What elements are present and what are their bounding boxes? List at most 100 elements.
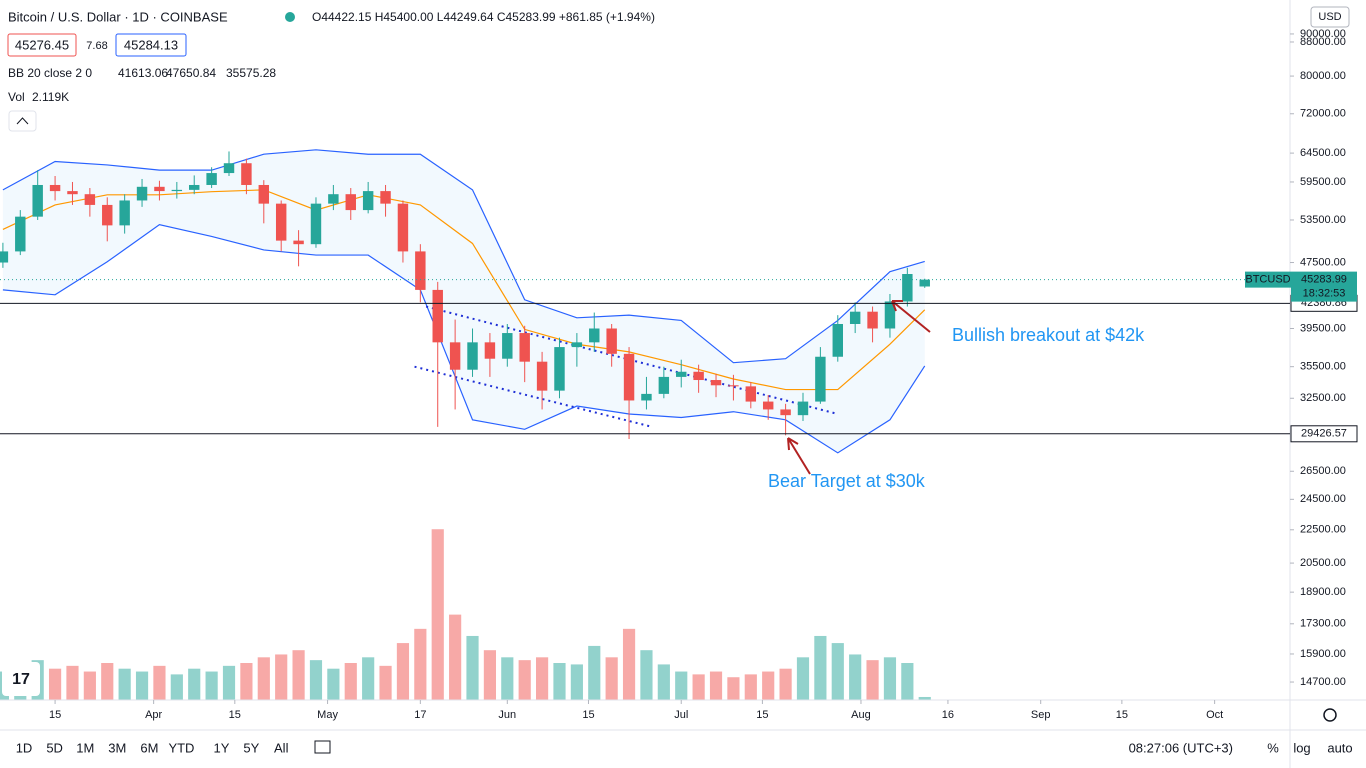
ohlc: O44422.15 H45400.00 L44249.64 C45283.99 … <box>312 10 655 24</box>
volume-bar <box>483 650 496 700</box>
candle-body <box>693 371 704 381</box>
candle-body <box>0 251 9 263</box>
timeframe-button[interactable]: 6M <box>140 740 158 755</box>
candle-body <box>554 347 565 391</box>
candle-body <box>206 173 217 185</box>
ask-box[interactable] <box>115 33 187 57</box>
collapse-button[interactable] <box>8 110 37 132</box>
timeframe-button[interactable]: 5D <box>46 740 63 755</box>
timeframe-button[interactable]: YTD <box>168 740 194 755</box>
volume-bar <box>692 674 705 700</box>
candle-body <box>345 194 356 211</box>
volume-bar <box>396 643 410 700</box>
volume-bar <box>570 664 583 700</box>
volume-bar <box>622 628 636 700</box>
volume-bar <box>431 529 444 700</box>
candle-body <box>797 401 809 416</box>
candle-body <box>728 385 739 387</box>
volume-bar <box>309 660 323 700</box>
candle-body <box>502 333 513 359</box>
volume-bar <box>292 650 305 700</box>
bollinger-upper <box>2 149 925 364</box>
y-tick-label: 22500.00 <box>1300 524 1346 536</box>
countdown: 18:32:53 <box>1303 288 1346 300</box>
compare-icon[interactable] <box>314 740 331 754</box>
volume-bar <box>814 635 827 700</box>
candle-body <box>884 301 896 329</box>
y-tick-label: 64500.00 <box>1300 147 1346 159</box>
y-tick-label: 26500.00 <box>1300 465 1346 477</box>
timeframe-button[interactable]: 1Y <box>213 740 229 755</box>
volume-bar <box>379 665 392 700</box>
volume-bar <box>883 657 897 700</box>
logo[interactable]: 17 <box>12 671 30 688</box>
candle-body <box>241 163 252 185</box>
log-toggle[interactable]: log <box>1293 740 1310 755</box>
candle-body <box>310 203 322 245</box>
y-tick-label: 18900.00 <box>1300 586 1346 598</box>
x-tick-label: 15 <box>1116 709 1128 721</box>
candle-body <box>676 371 687 377</box>
y-tick-label: 35500.00 <box>1300 361 1346 373</box>
x-tick-label: Apr <box>145 709 162 721</box>
bb-middle: 41613.06 <box>118 66 168 80</box>
x-tick-label: Aug <box>851 709 871 721</box>
spread: 7.68 <box>86 40 107 52</box>
candle-body <box>484 342 496 359</box>
volume-bar <box>275 654 288 700</box>
volume-bar <box>170 674 183 700</box>
y-tick-label: 59500.00 <box>1300 176 1346 188</box>
candle-body <box>84 194 96 205</box>
timeframe-button[interactable]: 3M <box>108 740 126 755</box>
currency[interactable]: USD <box>1318 11 1341 23</box>
y-tick-label: 20500.00 <box>1300 557 1346 569</box>
candle-body <box>102 204 113 226</box>
bid-box[interactable] <box>7 33 77 57</box>
candle-body <box>815 356 826 402</box>
candle-body <box>623 353 635 401</box>
x-tick-label: 16 <box>942 709 954 721</box>
candle-body <box>189 184 200 190</box>
vol-value: 2.119K <box>32 90 69 104</box>
timeframe-button[interactable]: 5Y <box>243 740 259 755</box>
volume-bar <box>640 650 653 700</box>
settings-icon[interactable] <box>1323 708 1337 722</box>
timeframe-button[interactable]: 1M <box>76 740 94 755</box>
volume-bar <box>135 671 149 700</box>
volume-bar <box>605 657 618 700</box>
volume-bar <box>744 674 757 700</box>
y-tick-label: 90000.00 <box>1300 28 1346 40</box>
bb-upper: 47650.84 <box>166 66 216 80</box>
timeframe-button[interactable]: All <box>274 740 289 755</box>
volume-bar <box>240 663 253 700</box>
x-tick-label: 15 <box>756 709 768 721</box>
x-tick-label: 15 <box>582 709 594 721</box>
candle-body <box>902 274 913 302</box>
timeframe-button[interactable]: 1D <box>16 740 33 755</box>
logo-box[interactable] <box>2 662 40 696</box>
ask[interactable]: 45284.13 <box>124 37 178 52</box>
collapse-icon <box>16 117 29 125</box>
candle-body <box>432 289 443 343</box>
candle-body <box>397 203 409 252</box>
candle-body <box>154 186 165 192</box>
candle-body <box>658 376 670 394</box>
vol-label: Vol <box>8 90 25 104</box>
bb-lower: 35575.28 <box>226 66 276 80</box>
percent-toggle[interactable]: % <box>1267 740 1279 755</box>
y-tick-label: 17300.00 <box>1300 618 1346 630</box>
volume-bar <box>553 663 566 700</box>
candle-body <box>536 361 548 391</box>
x-tick-label: Oct <box>1206 709 1223 721</box>
volume-bar <box>849 654 862 700</box>
bid[interactable]: 45276.45 <box>15 37 69 52</box>
volume-bar <box>466 635 479 700</box>
candle-body <box>119 200 130 226</box>
auto-toggle[interactable]: auto <box>1327 740 1352 755</box>
currency-box[interactable] <box>1310 6 1350 28</box>
volume-bar <box>536 657 549 700</box>
candle-body <box>606 328 617 354</box>
candle-body <box>328 194 339 204</box>
y-tick-label: 14700.00 <box>1300 676 1346 688</box>
